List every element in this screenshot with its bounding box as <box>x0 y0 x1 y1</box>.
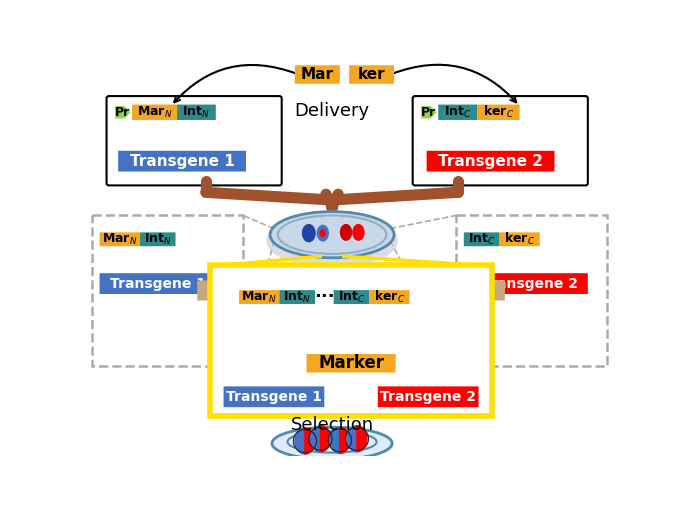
FancyBboxPatch shape <box>334 290 369 304</box>
Polygon shape <box>305 428 315 454</box>
Text: Int$_C$: Int$_C$ <box>468 232 495 247</box>
Polygon shape <box>357 425 367 452</box>
FancyBboxPatch shape <box>197 281 211 301</box>
Text: Int$_C$: Int$_C$ <box>444 105 471 120</box>
Ellipse shape <box>302 224 316 242</box>
FancyBboxPatch shape <box>378 387 479 407</box>
Bar <box>456 216 607 366</box>
FancyBboxPatch shape <box>239 290 279 304</box>
Ellipse shape <box>352 224 364 241</box>
Polygon shape <box>329 427 340 453</box>
Text: ···: ··· <box>314 288 335 306</box>
Text: ker: ker <box>358 67 386 82</box>
Ellipse shape <box>320 229 326 237</box>
Ellipse shape <box>266 214 398 268</box>
Ellipse shape <box>340 224 352 241</box>
Text: Mar$_N$: Mar$_N$ <box>137 105 173 120</box>
FancyBboxPatch shape <box>464 232 499 246</box>
Text: Int$_C$: Int$_C$ <box>338 289 365 305</box>
FancyBboxPatch shape <box>99 232 140 246</box>
Polygon shape <box>321 425 331 452</box>
Text: Mar: Mar <box>301 67 334 82</box>
Text: Transgene 1: Transgene 1 <box>226 390 322 404</box>
Ellipse shape <box>272 427 392 460</box>
Ellipse shape <box>316 225 329 242</box>
FancyBboxPatch shape <box>119 151 246 172</box>
Text: Int$_N$: Int$_N$ <box>283 289 311 305</box>
Text: Marker: Marker <box>318 354 384 372</box>
FancyBboxPatch shape <box>349 66 394 84</box>
Text: Mar$_N$: Mar$_N$ <box>242 289 277 305</box>
FancyBboxPatch shape <box>499 232 540 246</box>
FancyBboxPatch shape <box>306 354 396 373</box>
FancyBboxPatch shape <box>279 290 315 304</box>
FancyBboxPatch shape <box>444 281 458 301</box>
FancyBboxPatch shape <box>132 104 177 120</box>
Text: Transgene 2: Transgene 2 <box>438 154 543 168</box>
Polygon shape <box>115 106 131 118</box>
Text: Transgene 2: Transgene 2 <box>380 390 476 404</box>
Text: Pr: Pr <box>421 106 436 119</box>
Text: Mar$_N$: Mar$_N$ <box>102 232 138 247</box>
FancyBboxPatch shape <box>477 104 520 120</box>
Polygon shape <box>340 427 350 453</box>
FancyBboxPatch shape <box>140 232 175 246</box>
Polygon shape <box>295 428 305 454</box>
FancyBboxPatch shape <box>210 266 493 416</box>
Polygon shape <box>421 106 437 118</box>
Text: Transgene 1: Transgene 1 <box>129 154 234 168</box>
FancyBboxPatch shape <box>241 281 256 301</box>
Text: Transgene 2: Transgene 2 <box>482 276 577 291</box>
Text: ker$_C$: ker$_C$ <box>374 289 405 305</box>
Text: ker$_C$: ker$_C$ <box>483 104 514 120</box>
Text: Int$_N$: Int$_N$ <box>144 232 172 247</box>
FancyBboxPatch shape <box>99 273 216 294</box>
Text: Selection: Selection <box>290 416 373 434</box>
Text: Delivery: Delivery <box>295 102 370 120</box>
FancyBboxPatch shape <box>295 66 340 84</box>
Text: ker$_C$: ker$_C$ <box>504 231 535 247</box>
FancyBboxPatch shape <box>471 273 588 294</box>
Text: Transgene 1: Transgene 1 <box>110 276 206 291</box>
Ellipse shape <box>270 211 394 258</box>
FancyBboxPatch shape <box>177 104 216 120</box>
Text: Int$_N$: Int$_N$ <box>182 105 210 120</box>
FancyBboxPatch shape <box>438 104 477 120</box>
Polygon shape <box>347 425 357 452</box>
FancyBboxPatch shape <box>369 290 410 304</box>
FancyBboxPatch shape <box>223 387 324 407</box>
FancyBboxPatch shape <box>491 281 505 301</box>
Bar <box>92 216 243 366</box>
Text: Pr: Pr <box>115 106 130 119</box>
Polygon shape <box>310 425 321 452</box>
FancyBboxPatch shape <box>427 151 554 172</box>
